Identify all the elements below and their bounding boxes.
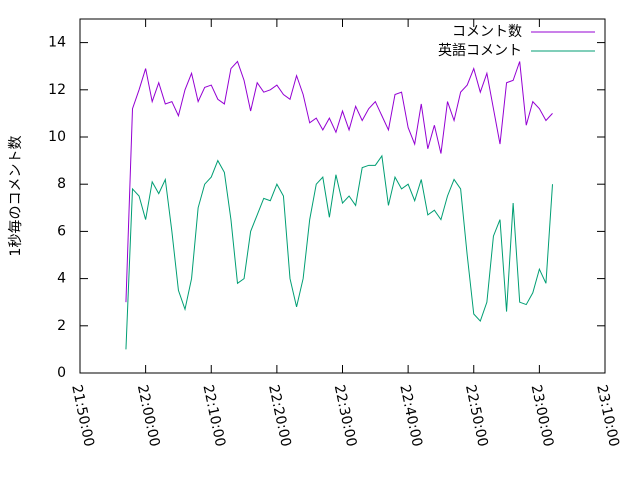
x-tick-label: 23:10:00 xyxy=(593,383,622,448)
legend-label: 英語コメント xyxy=(438,42,522,59)
y-tick-label: 4 xyxy=(57,271,66,287)
x-tick-label: 21:50:00 xyxy=(68,383,97,448)
legend-label: コメント数 xyxy=(452,24,522,40)
series-line xyxy=(125,154,553,350)
y-tick-label: 0 xyxy=(57,365,66,381)
x-tick-label: 22:30:00 xyxy=(331,383,360,448)
y-tick-label: 6 xyxy=(57,223,66,239)
x-tick-label: 22:40:00 xyxy=(396,383,425,448)
y-tick-label: 14 xyxy=(48,35,66,51)
x-tick-label: 23:00:00 xyxy=(528,383,557,448)
y-tick-label: 10 xyxy=(48,129,66,145)
y-tick-label: 8 xyxy=(57,176,66,192)
x-tick-label: 22:00:00 xyxy=(134,383,163,448)
y-tick-label: 12 xyxy=(48,82,66,98)
x-tick-label: 22:10:00 xyxy=(199,383,228,448)
plot-border xyxy=(79,18,606,374)
y-tick-label: 2 xyxy=(57,318,66,334)
series-line xyxy=(125,60,553,303)
x-tick-label: 22:20:00 xyxy=(265,383,294,448)
y-axis-label: 1秒毎のコメント数 xyxy=(8,136,24,257)
x-tick-label: 22:50:00 xyxy=(462,383,491,448)
